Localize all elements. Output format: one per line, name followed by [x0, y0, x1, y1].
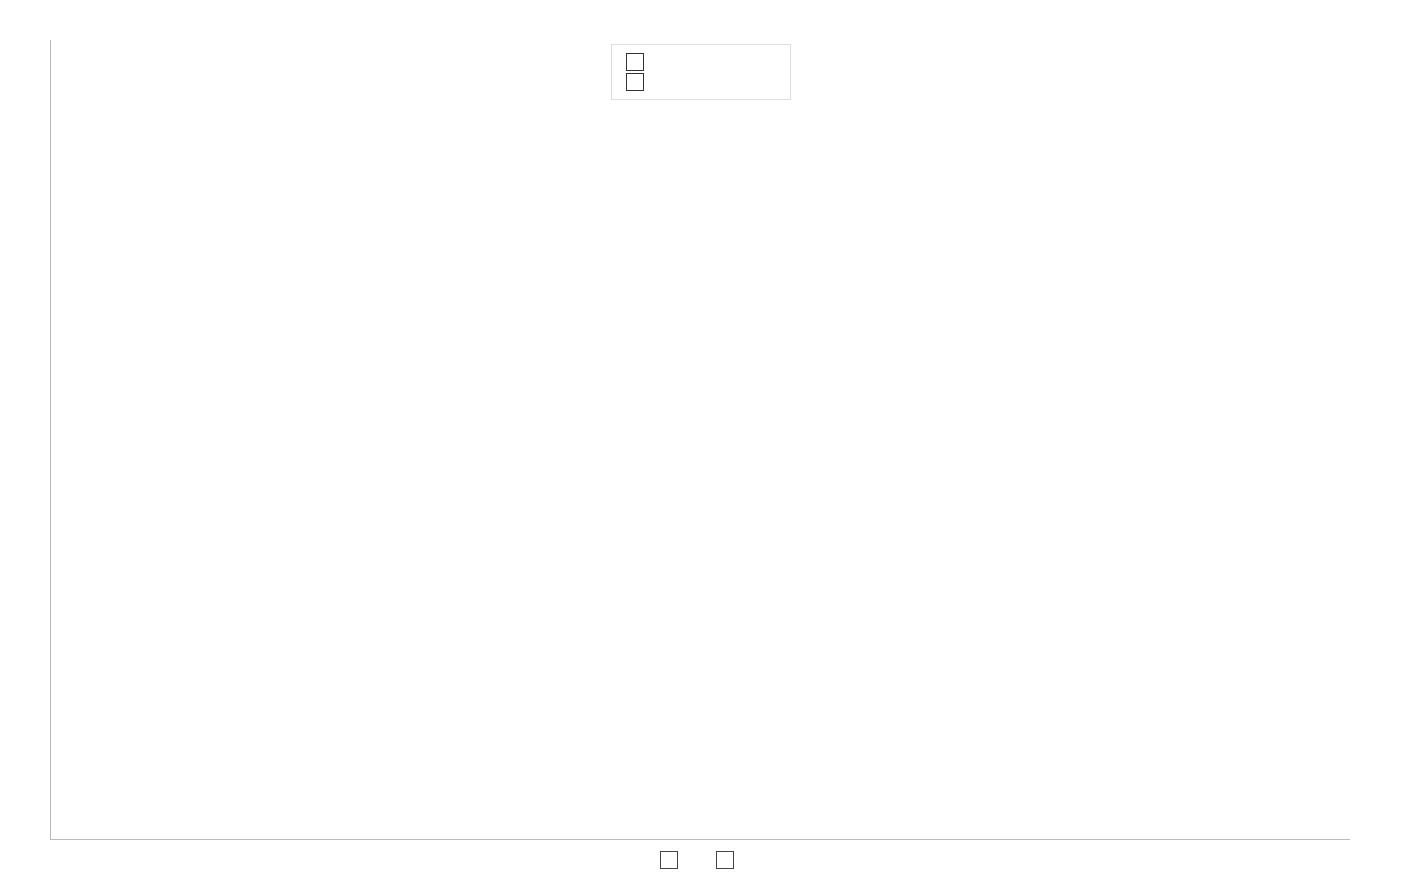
legend-bottom	[660, 851, 742, 869]
plot-area	[50, 40, 1350, 840]
legend-bottom-swatch-1	[716, 851, 734, 869]
legend-item-1	[716, 851, 742, 869]
plot-svg	[51, 40, 1350, 839]
legend-item-0	[660, 851, 686, 869]
legend-bottom-swatch-0	[660, 851, 678, 869]
